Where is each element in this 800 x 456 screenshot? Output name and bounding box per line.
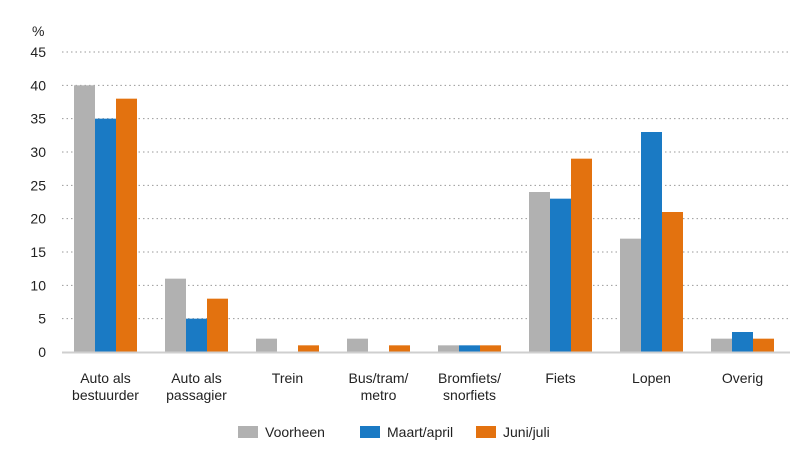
y-tick-label: 0 — [38, 344, 46, 360]
bar-voorheen-0 — [74, 85, 95, 352]
y-tick-label: 10 — [30, 277, 46, 293]
x-tick-label: snorfiets — [443, 387, 496, 403]
bar-voorheen-7 — [711, 338, 732, 352]
y-tick-label: 45 — [30, 44, 46, 60]
bar-maart-april-6 — [641, 132, 662, 352]
legend-label: Voorheen — [265, 424, 325, 440]
bar-juni-juli-2 — [298, 345, 319, 352]
y-tick-label: 35 — [30, 111, 46, 127]
bar-maart-april-1 — [186, 318, 207, 352]
bar-maart-april-5 — [550, 198, 571, 352]
legend-label: Juni/juli — [503, 424, 550, 440]
bar-voorheen-6 — [620, 238, 641, 352]
x-tick-label: Overig — [722, 370, 763, 386]
x-tick-label: Lopen — [632, 370, 671, 386]
bar-juni-juli-4 — [480, 345, 501, 352]
x-tick-label: passagier — [166, 387, 227, 403]
y-tick-label: 5 — [38, 311, 46, 327]
bar-voorheen-1 — [165, 278, 186, 352]
y-tick-label: 20 — [30, 211, 46, 227]
y-tick-label: 40 — [30, 77, 46, 93]
y-tick-label: 30 — [30, 144, 46, 160]
y-tick-label: 15 — [30, 244, 46, 260]
x-tick-label: Bromfiets/ — [438, 370, 501, 386]
bar-juni-juli-7 — [753, 338, 774, 352]
bar-maart-april-0 — [95, 118, 116, 353]
bar-juni-juli-3 — [389, 345, 410, 352]
bar-juni-juli-1 — [207, 298, 228, 352]
x-tick-label: bestuurder — [72, 387, 139, 403]
x-tick-label: Bus/tram/ — [349, 370, 409, 386]
bar-voorheen-4 — [438, 345, 459, 352]
legend-label: Maart/april — [387, 424, 453, 440]
x-tick-label: Trein — [272, 370, 303, 386]
bar-juni-juli-5 — [571, 158, 592, 352]
bar-voorheen-2 — [256, 338, 277, 352]
bar-juni-juli-0 — [116, 98, 137, 353]
bar-juni-juli-6 — [662, 212, 683, 352]
x-tick-label: Auto als — [171, 370, 222, 386]
x-tick-label: Auto als — [80, 370, 131, 386]
x-tick-label: Fiets — [545, 370, 575, 386]
bar-voorheen-3 — [347, 338, 368, 352]
bar-maart-april-4 — [459, 345, 480, 352]
bar-voorheen-5 — [529, 192, 550, 352]
bar-maart-april-7 — [732, 332, 753, 352]
y-tick-label: 25 — [30, 177, 46, 193]
legend-swatch — [360, 426, 380, 438]
legend-swatch — [476, 426, 496, 438]
x-tick-label: metro — [361, 387, 397, 403]
legend-swatch — [238, 426, 258, 438]
y-axis-label: % — [32, 23, 44, 39]
